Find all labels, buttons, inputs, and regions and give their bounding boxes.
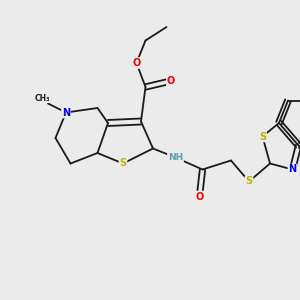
Text: N: N [288,164,297,175]
Text: O: O [167,76,175,86]
Text: S: S [119,158,127,169]
Text: O: O [195,191,204,202]
Text: CH₃: CH₃ [35,94,50,103]
Text: N: N [62,107,70,118]
Text: S: S [259,131,266,142]
Text: O: O [132,58,141,68]
Text: NH: NH [168,153,183,162]
Text: S: S [245,176,253,187]
